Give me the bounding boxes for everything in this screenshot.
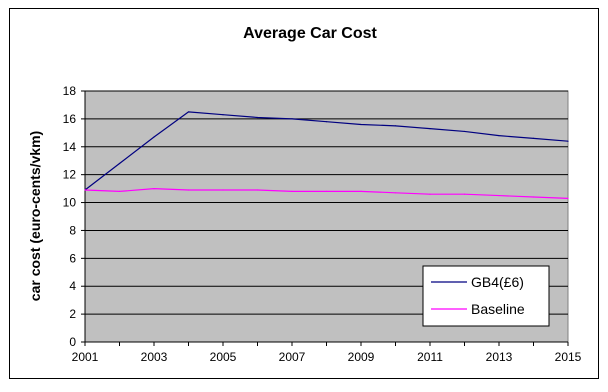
data-point bbox=[498, 135, 500, 137]
legend-label: GB4(£6) bbox=[471, 274, 524, 290]
data-point bbox=[325, 190, 328, 192]
x-tick-label: 2013 bbox=[486, 350, 513, 364]
y-tick-label: 10 bbox=[63, 196, 77, 210]
data-point bbox=[394, 192, 397, 194]
y-tick-label: 18 bbox=[63, 84, 77, 98]
data-point bbox=[463, 193, 466, 195]
y-tick-label: 8 bbox=[69, 223, 76, 237]
y-tick-label: 16 bbox=[63, 112, 77, 126]
data-point bbox=[222, 114, 224, 116]
y-tick-label: 12 bbox=[63, 168, 77, 182]
x-tick-label: 2015 bbox=[555, 350, 582, 364]
data-point bbox=[325, 121, 328, 123]
data-point bbox=[118, 162, 121, 165]
data-point bbox=[118, 190, 121, 192]
x-tick-label: 2011 bbox=[417, 350, 443, 364]
data-point bbox=[532, 137, 535, 140]
data-point bbox=[463, 130, 466, 133]
data-point bbox=[567, 197, 569, 199]
data-point bbox=[153, 188, 155, 190]
data-point bbox=[429, 128, 431, 130]
data-point bbox=[222, 189, 224, 191]
data-point bbox=[153, 136, 155, 138]
x-tick-label: 2001 bbox=[72, 350, 99, 364]
data-point bbox=[360, 123, 362, 126]
y-tick-label: 6 bbox=[69, 251, 76, 265]
data-point bbox=[84, 189, 86, 191]
legend: GB4(£6) Baseline bbox=[422, 265, 550, 327]
x-tick-label: 2007 bbox=[279, 350, 306, 364]
y-axis-label: car cost (euro-cents/vkm) bbox=[27, 131, 43, 301]
x-tick-label: 2003 bbox=[141, 350, 168, 364]
x-tick-label: 2009 bbox=[348, 350, 375, 364]
y-tick-label: 2 bbox=[69, 307, 76, 321]
data-point bbox=[256, 189, 259, 191]
data-point bbox=[360, 190, 362, 192]
data-point bbox=[291, 190, 293, 192]
y-tick-label: 14 bbox=[63, 140, 77, 154]
data-point bbox=[532, 196, 535, 198]
data-point bbox=[187, 189, 190, 191]
plot-area: 0 2 4 6 8 10 12 14 16 18 2001 2003 2005 2007 2009 2011 2… bbox=[63, 84, 582, 364]
chart-title: Average Car Cost bbox=[243, 25, 377, 42]
data-point bbox=[567, 140, 569, 142]
y-tick-label: 0 bbox=[69, 335, 76, 349]
legend-label: Baseline bbox=[471, 301, 525, 317]
y-tick-label: 4 bbox=[69, 279, 76, 293]
data-point bbox=[187, 111, 190, 113]
x-tick-label: 2005 bbox=[210, 350, 237, 364]
data-point bbox=[429, 193, 431, 195]
data-point bbox=[498, 194, 500, 197]
data-point bbox=[394, 125, 397, 127]
legend-box bbox=[422, 265, 550, 327]
data-point bbox=[256, 116, 259, 119]
data-point bbox=[291, 118, 293, 120]
